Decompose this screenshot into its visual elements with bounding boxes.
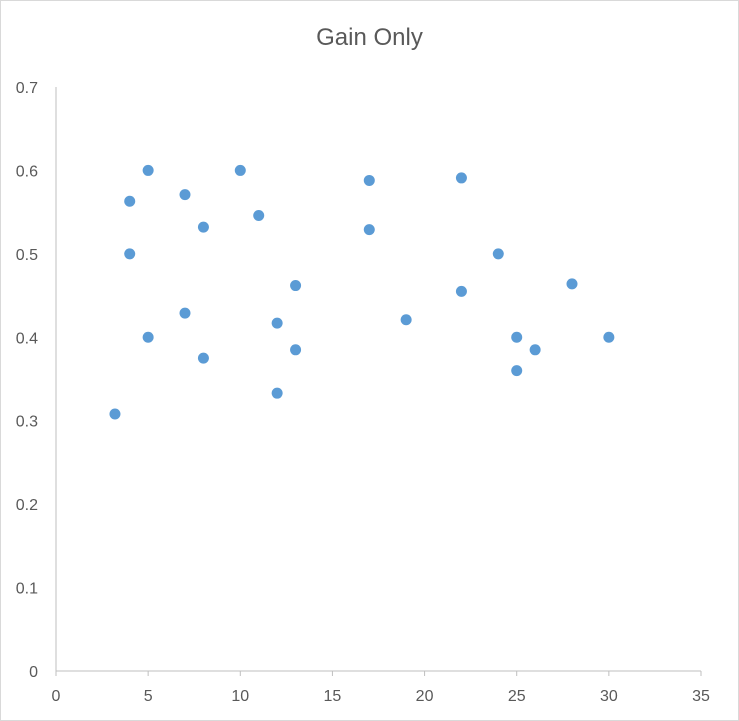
x-tick-label: 10 <box>231 688 249 705</box>
data-point <box>197 352 209 364</box>
y-tick-label: 0.2 <box>16 497 38 514</box>
data-point <box>455 172 467 184</box>
data-point <box>492 248 504 260</box>
y-tick-label: 0 <box>29 664 38 681</box>
data-point <box>197 221 209 233</box>
data-point <box>109 408 121 420</box>
data-point <box>290 280 302 292</box>
data-point <box>363 224 375 236</box>
data-point <box>142 331 154 343</box>
data-points <box>109 164 615 420</box>
data-point <box>529 344 541 356</box>
x-tick-label: 35 <box>692 688 710 705</box>
data-point <box>363 174 375 186</box>
y-tick-label: 0.1 <box>16 581 38 598</box>
data-point <box>271 387 283 399</box>
data-point <box>455 285 467 297</box>
x-tick-label: 30 <box>600 688 618 705</box>
y-tick-label: 0.7 <box>16 80 38 97</box>
data-point <box>566 278 578 290</box>
data-point <box>511 331 523 343</box>
data-point <box>400 314 412 326</box>
y-tick-label: 0.3 <box>16 414 38 431</box>
data-point <box>253 209 265 221</box>
x-tick-label: 20 <box>416 688 434 705</box>
data-point <box>290 344 302 356</box>
data-point <box>124 248 136 260</box>
chart-title: Gain Only <box>316 24 423 51</box>
y-tick-labels: 0 0.1 0.2 0.3 0.4 0.5 0.6 0.7 <box>16 80 38 681</box>
data-point <box>603 331 615 343</box>
x-tick-label: 0 <box>52 688 61 705</box>
data-point <box>179 307 191 319</box>
data-point <box>179 189 191 201</box>
data-point <box>124 195 136 207</box>
x-tick-label: 5 <box>144 688 153 705</box>
x-tick-label: 15 <box>324 688 342 705</box>
data-point <box>234 164 246 176</box>
axes <box>55 87 701 672</box>
data-point <box>271 317 283 329</box>
x-tick-label: 25 <box>508 688 526 705</box>
y-tick-label: 0.4 <box>16 330 38 347</box>
y-tick-label: 0.6 <box>16 163 38 180</box>
data-point <box>511 365 523 377</box>
y-tick-label: 0.5 <box>16 247 38 264</box>
x-tick-labels: 0 5 10 15 20 25 30 35 <box>52 671 710 705</box>
data-point <box>142 164 154 176</box>
